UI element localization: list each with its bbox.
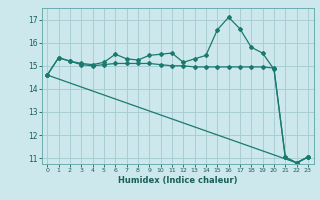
X-axis label: Humidex (Indice chaleur): Humidex (Indice chaleur) xyxy=(118,176,237,185)
